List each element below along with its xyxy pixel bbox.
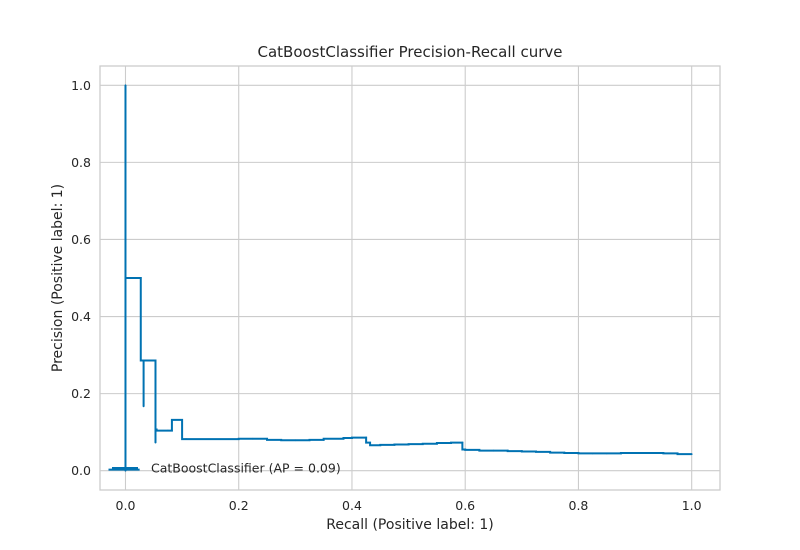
data-point [549,450,552,453]
chart-title: CatBoostClassifier Precision-Recall curv… [257,43,562,61]
data-point [266,437,268,440]
data-point [620,452,622,455]
data-point [464,448,467,451]
data-point [237,438,240,441]
data-point [139,277,142,279]
data-point [506,449,509,452]
data-point [322,438,325,441]
data-point [124,84,127,87]
data-point [369,441,371,444]
data-point [142,359,145,362]
data-point [435,442,438,445]
data-point [155,428,158,431]
data-point [648,452,651,454]
data-point [461,441,464,444]
data-point [365,436,368,439]
legend-label: CatBoostClassifier (AP = 0.09) [151,461,341,476]
series-layer [108,84,693,472]
grid [100,66,720,490]
data-point [181,418,184,421]
x-tick-label: 0.4 [342,498,362,513]
data-point [450,442,452,444]
data-point [294,439,297,442]
data-point [154,359,157,362]
x-tick-label: 1.0 [682,498,702,513]
x-axis-label: Recall (Positive label: 1) [326,517,494,533]
y-tick-label: 0.6 [71,232,91,247]
data-point [535,450,537,453]
data-point [154,441,157,444]
data-point [577,452,580,454]
data-point [342,437,345,440]
data-point [379,444,382,447]
data-point [421,443,424,446]
data-point [171,429,173,432]
data-point [634,452,636,454]
data-point [492,449,495,452]
data-point [662,452,665,454]
y-tick-label: 1.0 [71,78,91,93]
y-tick-label: 0.4 [71,309,91,324]
data-point [478,449,481,451]
data-point [142,405,145,408]
x-tick-label: 0.8 [569,498,589,513]
legend: CatBoostClassifier (AP = 0.09) [112,461,341,476]
data-point [125,277,128,279]
data-point [308,439,311,442]
data-point [676,452,679,455]
data-point [393,444,396,446]
data-point [251,437,254,440]
data-point [407,443,410,446]
data-point [690,453,693,456]
data-point [351,437,353,439]
ticks-layer: 0.0 0.2 0.4 0.6 0.8 1.0 0.0 0.2 0.4 0.6 0.8 1.0 [71,78,702,513]
data-point [591,452,594,455]
x-tick-label: 0.2 [229,498,249,513]
x-tick-label: 0.6 [455,498,475,513]
data-point [563,451,566,454]
data-point [167,429,169,432]
x-tick-label: 0.0 [116,498,136,513]
data-point [605,452,608,455]
y-tick-label: 0.0 [71,463,91,478]
y-tick-label: 0.2 [71,386,91,401]
y-axis-label: Precision (Positive label: 1) [50,184,66,372]
plot-area [99,65,721,491]
data-point [185,438,187,441]
data-point [280,438,283,441]
data-point [520,450,523,452]
y-tick-label: 0.8 [71,155,91,170]
